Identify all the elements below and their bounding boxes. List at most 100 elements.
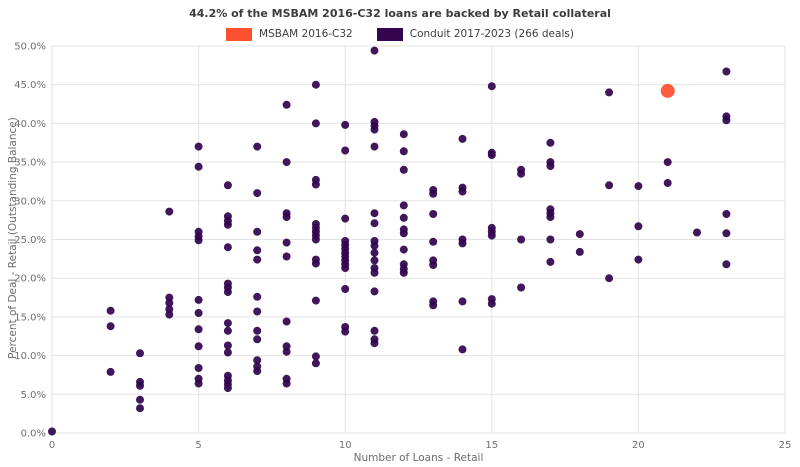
data-point: [487, 299, 496, 308]
data-point: [517, 169, 526, 178]
data-point: [341, 146, 350, 155]
data-point: [282, 238, 291, 247]
data-point: [223, 319, 232, 328]
data-point: [253, 227, 262, 236]
y-tick-label: 50.0%: [14, 42, 46, 53]
legend-item-conduit: Conduit 2017-2023 (266 deals): [376, 27, 574, 41]
data-point: [546, 235, 555, 244]
data-point: [223, 220, 232, 229]
y-tick-label: 25.0%: [14, 235, 46, 246]
data-point: [458, 297, 467, 306]
data-point: [399, 201, 408, 210]
data-point: [487, 151, 496, 160]
x-tick-label: 0: [49, 440, 55, 451]
data-point: [546, 162, 555, 170]
data-point: [429, 301, 438, 310]
y-axis-label: Percent of Deal - Retail (Outstanding Ba…: [7, 117, 19, 359]
y-tick-label: 30.0%: [14, 196, 46, 207]
x-tick-label: 5: [195, 440, 201, 451]
x-axis-label: Number of Loans - Retail: [353, 452, 484, 464]
data-point: [253, 189, 262, 198]
data-point: [223, 326, 232, 335]
data-point: [311, 359, 320, 368]
data-point: [341, 214, 350, 223]
data-point: [282, 158, 291, 167]
data-point: [429, 210, 438, 218]
data-point: [399, 268, 408, 277]
data-point: [341, 264, 350, 273]
data-point: [546, 213, 555, 222]
y-tick-label: 35.0%: [14, 158, 46, 169]
data-point: [605, 88, 614, 97]
data-point: [253, 292, 262, 301]
data-point: [311, 296, 320, 305]
data-point: [253, 335, 262, 344]
data-point: [223, 243, 232, 252]
data-point: [136, 395, 144, 404]
legend-item-msbam: MSBAM 2016-C32: [226, 27, 353, 41]
data-point: [253, 367, 262, 376]
data-point: [136, 381, 144, 390]
data-point: [663, 158, 672, 167]
data-point: [136, 404, 144, 413]
data-point: [370, 142, 379, 151]
data-point: [311, 180, 320, 189]
data-point: [370, 241, 379, 250]
data-point: [223, 288, 232, 297]
data-point: [253, 356, 262, 365]
data-point: [487, 231, 496, 240]
data-point: [399, 165, 408, 174]
data-point: [722, 67, 731, 76]
data-point: [634, 222, 643, 231]
data-point: [634, 255, 643, 264]
data-point: [370, 125, 379, 134]
y-tick-label: 10.0%: [14, 351, 46, 362]
y-tick-label: 45.0%: [14, 80, 46, 91]
data-point: [106, 322, 115, 331]
data-point: [106, 367, 115, 376]
data-point: [370, 209, 379, 218]
data-point: [693, 228, 701, 237]
data-point: [341, 327, 350, 336]
legend-swatch-conduit: [376, 27, 403, 41]
x-tick-label: 25: [779, 440, 792, 451]
data-point: [223, 348, 232, 357]
x-tick-label: 10: [339, 440, 352, 451]
data-point: [194, 342, 203, 351]
data-point: [311, 259, 320, 268]
data-point: [399, 213, 408, 222]
data-point: [546, 138, 555, 147]
data-point: [165, 310, 174, 319]
data-point: [517, 235, 526, 244]
legend-label-conduit: Conduit 2017-2023 (266 deals): [409, 28, 574, 40]
data-point: [253, 142, 262, 151]
data-point: [194, 142, 203, 151]
data-point: [194, 325, 203, 334]
data-point: [722, 116, 731, 125]
data-point: [663, 179, 672, 187]
data-point: [194, 295, 203, 304]
data-point: [106, 306, 115, 315]
data-point: [48, 427, 56, 436]
data-point: [458, 187, 467, 196]
data-point: [282, 213, 291, 222]
data-point: [253, 246, 262, 255]
y-tick-label: 5.0%: [21, 390, 46, 401]
data-point: [429, 237, 438, 246]
legend-swatch-msbam: [226, 27, 253, 41]
data-point: [370, 248, 379, 257]
data-point: [370, 287, 379, 296]
data-point: [165, 207, 174, 216]
x-tick-label: 20: [632, 440, 645, 451]
data-point: [370, 219, 379, 228]
data-point: [429, 189, 438, 198]
data-point: [194, 379, 203, 388]
data-point: [722, 229, 731, 238]
data-point: [458, 345, 467, 354]
data-point: [194, 364, 203, 372]
data-point: [429, 261, 438, 269]
data-point: [194, 309, 203, 317]
data-point: [458, 239, 467, 248]
data-point: [722, 210, 731, 218]
data-point: [253, 255, 262, 264]
